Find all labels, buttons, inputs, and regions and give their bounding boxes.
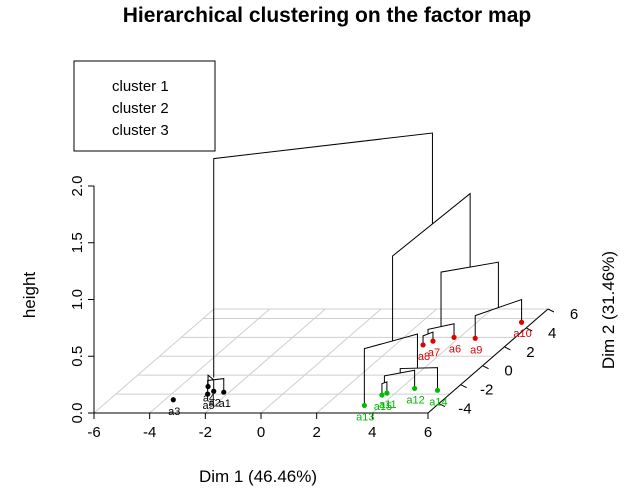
legend-entry-cluster-1: cluster 1 [112, 78, 169, 95]
point-label-a7: a7 [428, 347, 440, 359]
y-tick [438, 403, 446, 407]
grid-line-x [372, 308, 493, 414]
x-tick-label: 4 [368, 424, 376, 441]
point-a6 [451, 334, 457, 340]
dendrogram [207, 132, 523, 406]
y-tick [460, 384, 467, 389]
x-tick-label: -4 [143, 424, 156, 441]
z-tick-label: 0.5 [69, 346, 86, 367]
point-a2 [211, 388, 217, 394]
z-tick-label: 1.5 [69, 232, 86, 253]
x-tick-label: -6 [87, 424, 100, 441]
grid-line-x [316, 308, 437, 414]
point-a4 [205, 383, 211, 390]
legend-box [73, 60, 216, 152]
y-tick-label: 0 [504, 363, 512, 380]
dendrogram-branch [392, 192, 471, 342]
point-a1 [221, 389, 227, 395]
y-tick [482, 365, 489, 370]
y-tick [525, 327, 533, 332]
point-label-a13: a13 [356, 411, 374, 423]
y-tick-label: 6 [570, 306, 578, 323]
y-tick [547, 308, 555, 313]
point-label-a5: a5 [203, 400, 215, 412]
z-tick-label: 0.0 [69, 403, 86, 424]
point-a11 [384, 390, 390, 396]
point-label-a12: a12 [406, 394, 424, 406]
grid-line-x [260, 308, 382, 414]
z-axis-label: height [20, 272, 39, 319]
point-a8 [420, 342, 426, 348]
point-a7 [430, 338, 436, 344]
point-label-a3: a3 [168, 406, 180, 418]
point-a12 [412, 385, 418, 392]
x-tick-label: -2 [199, 424, 212, 441]
point-label-a2: a2 [209, 397, 221, 409]
floor-grid [93, 308, 549, 414]
point-a3 [170, 397, 176, 403]
chart-title: Hierarchical clustering on the factor ma… [123, 4, 531, 27]
dendrogram-branch [399, 367, 438, 391]
point-a15 [379, 392, 385, 398]
y-tick-label: -4 [458, 401, 471, 418]
z-tick-label: 2.0 [69, 176, 86, 197]
y-tick-label: 4 [548, 325, 556, 342]
point-label-a6: a6 [449, 343, 461, 355]
dendrogram-branch [213, 132, 433, 378]
legend: cluster 1 cluster 2 cluster 3 [73, 60, 216, 152]
point-a14 [434, 387, 441, 393]
point-a9 [472, 335, 478, 341]
y-tick [504, 346, 511, 351]
dendrogram-branch [383, 369, 416, 389]
y-tick-label: 2 [526, 344, 534, 361]
point-a13 [361, 402, 367, 409]
grid-line-x [149, 308, 270, 414]
y-axis-label: Dim 2 (31.46%) [599, 251, 618, 369]
x-axis-label: Dim 1 (46.46%) [199, 467, 317, 486]
point-label-a11: a11 [379, 399, 397, 411]
x-tick-label: 6 [424, 424, 432, 441]
x-tick-label: 0 [257, 424, 265, 441]
y-tick-label: -2 [480, 382, 493, 399]
y-axis-line [427, 308, 549, 414]
point-label-a15: a15 [374, 401, 392, 413]
dendrogram-branch [363, 333, 418, 406]
point-label-a9: a9 [470, 344, 482, 356]
point-a10 [518, 319, 525, 325]
grid-line-x [205, 308, 326, 414]
legend-entry-cluster-3: cluster 3 [112, 122, 169, 139]
point-label-a8: a8 [418, 351, 430, 363]
point-label-a10: a10 [513, 328, 531, 340]
legend-entry-cluster-2: cluster 2 [112, 100, 169, 117]
point-label-a1: a1 [219, 398, 231, 410]
dendrogram-branch [440, 261, 499, 327]
point-label-a14: a14 [429, 396, 447, 408]
x-tick-label: 2 [312, 424, 320, 441]
point-a5 [205, 391, 211, 397]
grid-line-x [93, 308, 215, 414]
z-tick-label: 1.0 [69, 289, 86, 310]
